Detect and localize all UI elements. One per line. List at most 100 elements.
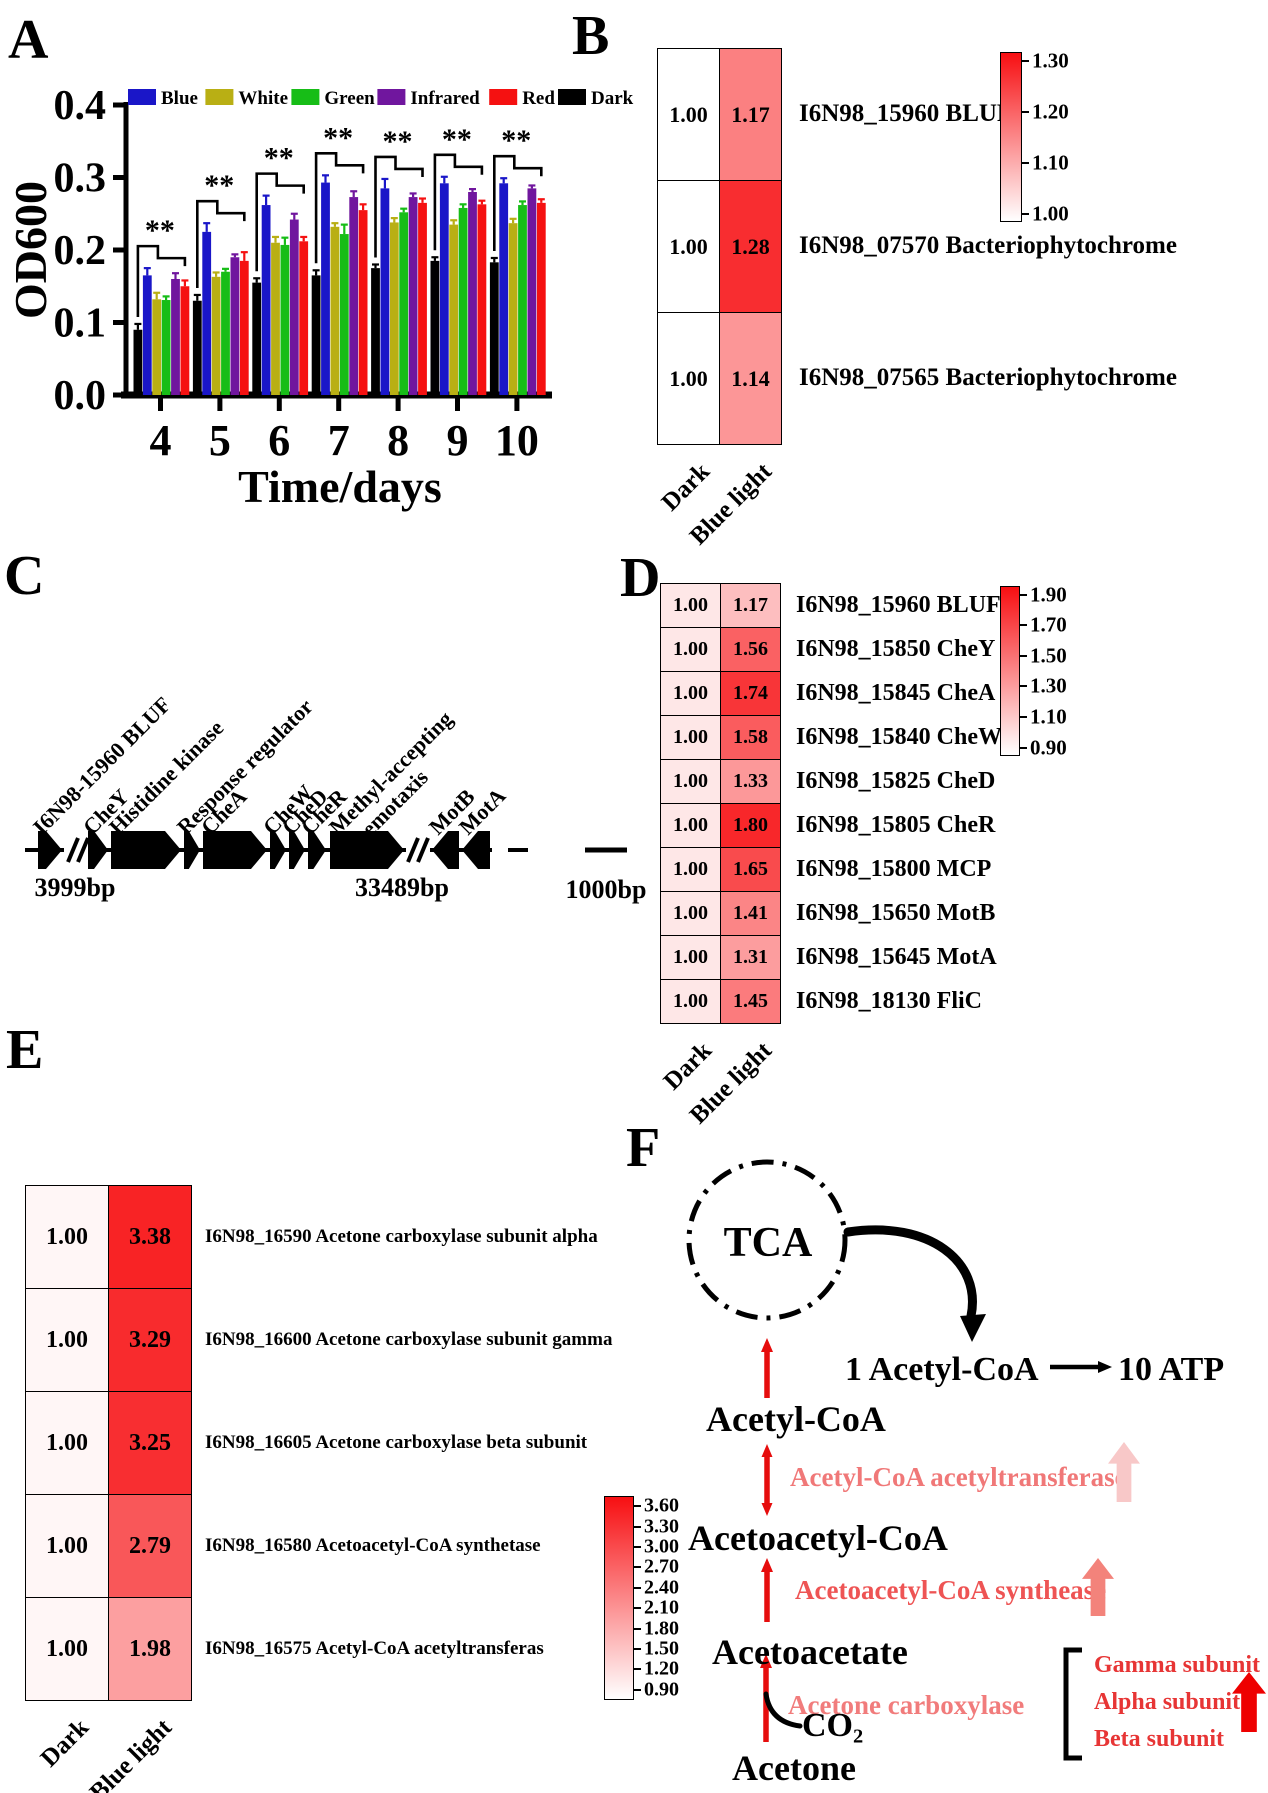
heatmap-cell-d-r1c0: 1.00 — [660, 627, 721, 672]
x-tick-label: 10 — [495, 416, 539, 465]
x-axis-title: Time/days — [238, 461, 442, 512]
heatmap-row-label-e: I6N98_16580 Acetoacetyl-CoA synthetase — [205, 1534, 541, 1556]
heatmap-row-label-e: I6N98_16600 Acetone carboxylase subunit … — [205, 1328, 613, 1350]
bar-green-day8 — [399, 212, 409, 395]
acetyl-to-acetoacetyl-arrow-down-head — [761, 1503, 773, 1516]
acetoacetyl-to-acetyl-arrow-up-head — [761, 1444, 773, 1457]
x-tick-label: 5 — [209, 416, 231, 465]
colorbar-tickmark — [1020, 746, 1027, 749]
column-label-dark: Dark — [35, 1714, 94, 1773]
bar-dark-day8 — [371, 268, 380, 395]
panel-d-label: D — [620, 547, 661, 609]
colorbar-tickmark — [634, 1586, 641, 1589]
significance-stars: ** — [323, 121, 353, 154]
colorbar-tickmark — [1020, 685, 1027, 688]
bar-dark-day10 — [489, 262, 499, 395]
heatmap-row-label-e: I6N98_16605 Acetone carboxylase beta sub… — [205, 1431, 588, 1453]
heatmap-cell-d-r9c0: 1.00 — [660, 979, 721, 1024]
legend-label: Blue — [161, 88, 198, 109]
colorbar-tick-label: 1.20 — [644, 1657, 679, 1680]
bar-white-day10 — [508, 223, 518, 395]
colorbar-tick-label: 0.90 — [1030, 735, 1067, 759]
heatmap-cell-d-r2c1: 1.74 — [720, 671, 781, 716]
x-tick-label: 9 — [447, 416, 469, 465]
bar-infrared-day9 — [468, 192, 477, 395]
panel-e-label: E — [6, 1019, 44, 1081]
heatmap-cell-d-r2c0: 1.00 — [660, 671, 721, 716]
gene-arrow-cher — [308, 831, 326, 869]
significance-stars: ** — [442, 123, 472, 156]
colorbar-d — [1000, 586, 1020, 756]
bar-blue-day10 — [499, 183, 509, 395]
bar-red-day7 — [358, 210, 368, 395]
energy-equation-right: 10 ATP — [1118, 1351, 1225, 1388]
legend-swatch-green — [291, 89, 320, 105]
heatmap-cell-e-r2c1: 3.25 — [108, 1391, 192, 1495]
bar-white-day4 — [152, 299, 162, 395]
panel-c-label: C — [4, 545, 45, 607]
colorbar-e — [604, 1496, 634, 1700]
heatmap-cell-d-r1c1: 1.56 — [720, 627, 781, 672]
bar-infrared-day7 — [349, 197, 359, 395]
bar-green-day4 — [161, 300, 171, 395]
heatmap-cell-b-r1c1: 1.28 — [719, 180, 782, 313]
enzyme-acetyl-coa-acetyltransferase: Acetyl-CoA acetyltransferase — [790, 1462, 1127, 1492]
colorbar-tickmark — [634, 1525, 641, 1528]
colorbar-tickmark — [634, 1505, 641, 1508]
heatmap-cell-d-r4c1: 1.33 — [720, 759, 781, 804]
gene-arrow-motb — [432, 831, 459, 869]
heatmap-cell-d-r5c0: 1.00 — [660, 803, 721, 848]
colorbar-tick-label: 1.10 — [1030, 704, 1067, 729]
colorbar-tickmark — [634, 1688, 641, 1691]
acetylcoa-to-atp-arrow-head — [1098, 1361, 1112, 1373]
x-tick-label: 4 — [150, 416, 172, 465]
y-tick-label: 0.2 — [54, 228, 107, 274]
colorbar-tickmark — [1020, 654, 1027, 657]
heatmap-row-label-b: I6N98_07565 Bacteriophytochrome — [799, 364, 1177, 391]
bar-infrared-day4 — [171, 279, 180, 395]
acetoacetate-to-acetoacetyl-arrow-head — [761, 1558, 773, 1572]
heatmap-cell-e-r0c0: 1.00 — [25, 1185, 109, 1289]
heatmap-cell-d-r5c1: 1.80 — [720, 803, 781, 848]
energy-equation-left: 1 Acetyl-CoA — [845, 1351, 1039, 1388]
heatmap-cell-b-r2c0: 1.00 — [657, 312, 720, 445]
heatmap-cell-b-r0c0: 1.00 — [657, 48, 720, 181]
y-tick-label: 0.3 — [54, 156, 107, 202]
bar-green-day5 — [221, 271, 230, 395]
panel-a-label: A — [8, 9, 49, 71]
colorbar-tickmark — [1022, 59, 1029, 62]
gene-arrow-response-regulator — [184, 831, 200, 869]
legend-label: White — [238, 88, 288, 109]
heatmap-row-label-b: I6N98_15960 BLUF — [799, 100, 1013, 127]
significance-bracket — [493, 154, 543, 251]
colorbar-tickmark — [1022, 161, 1029, 164]
legend-swatch-infrared — [377, 89, 406, 105]
significance-bracket — [374, 155, 424, 258]
heatmap-row-label-d: I6N98_18130 FliC — [796, 987, 982, 1014]
colorbar-tickmark — [1020, 624, 1027, 627]
x-tick-label: 8 — [387, 416, 409, 465]
enzyme-acetoacetyl-coa-synthease: Acetoacetyl-CoA synthease — [795, 1575, 1107, 1605]
gene-arrow-methyl-accepting — [330, 831, 404, 869]
tca-output-curved-arrow — [843, 1225, 977, 1321]
y-tick-label: 0.0 — [54, 373, 107, 419]
colorbar-b — [1000, 52, 1022, 222]
heatmap-row-label-d: I6N98_15850 CheY — [796, 635, 996, 662]
metabolite-acetyl-coa: Acetyl-CoA — [706, 1399, 886, 1439]
bar-green-day9 — [458, 207, 468, 395]
bar-dark-day4 — [133, 329, 143, 395]
y-tick-label: 0.4 — [54, 83, 107, 129]
tca-cycle-label: TCA — [723, 1220, 813, 1266]
column-label-blue-light: Blue light — [84, 1714, 177, 1793]
bar-white-day8 — [389, 222, 399, 395]
colorbar-tick-label: 1.20 — [1032, 99, 1069, 123]
significance-stars: ** — [145, 214, 175, 247]
significance-bracket — [196, 199, 246, 288]
subunit-gamma-label: Gamma subunit — [1094, 1652, 1261, 1678]
colorbar-tickmark — [634, 1648, 641, 1650]
heatmap-cell-e-r3c0: 1.00 — [25, 1494, 109, 1598]
bp-label-33489: 33489bp — [355, 873, 449, 902]
colorbar-tick-label: 3.00 — [644, 1535, 679, 1558]
